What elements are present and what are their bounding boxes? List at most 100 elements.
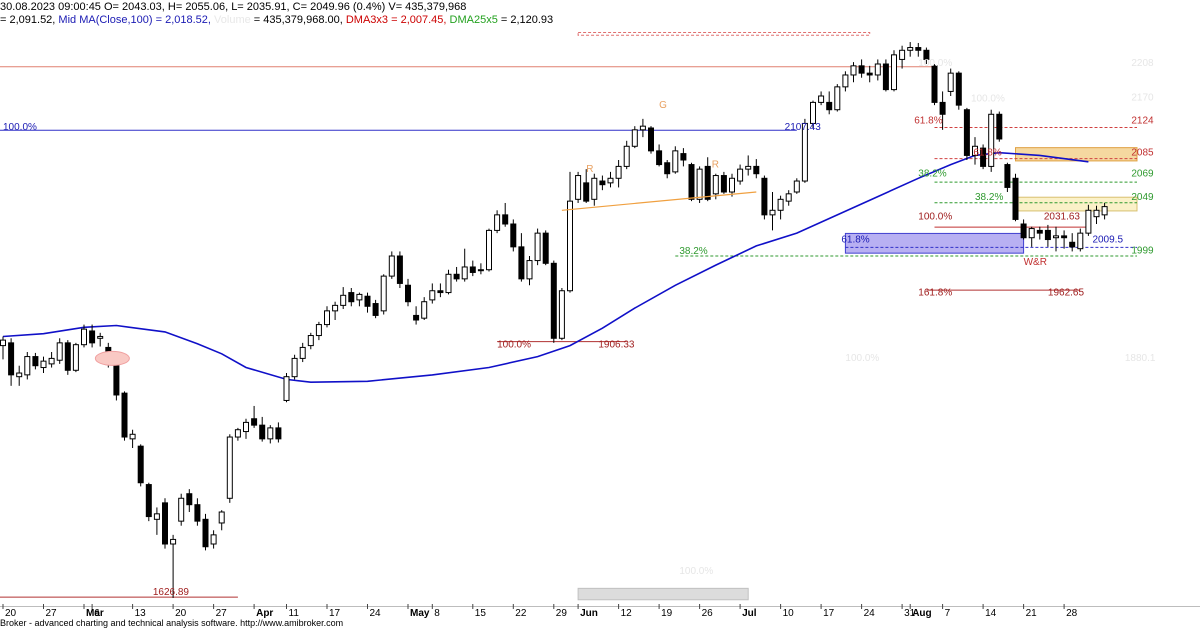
candle-body	[931, 65, 938, 103]
candle-body	[145, 484, 152, 518]
chart-label-22: 1962.65	[1048, 287, 1085, 298]
candle-52	[421, 297, 428, 320]
candle-body	[907, 47, 914, 51]
candle-47	[380, 274, 387, 315]
candle-85	[688, 162, 695, 202]
candle-44	[356, 292, 363, 307]
candle-58	[469, 260, 476, 277]
candle-66	[534, 228, 541, 266]
chart-label-8: 61.8%	[973, 147, 1001, 158]
candle-126	[1020, 219, 1027, 240]
candle-4	[32, 352, 39, 370]
chart-label-7: 2124	[1131, 115, 1154, 126]
candle-body	[153, 513, 160, 520]
chart-label-21: 161.8%	[918, 287, 952, 298]
candle-body	[688, 164, 695, 200]
candle-body	[1004, 164, 1011, 188]
candle-body	[388, 255, 395, 277]
candle-96	[777, 195, 784, 220]
candle-22	[178, 493, 185, 526]
candle-body	[113, 365, 120, 396]
candle-83	[672, 146, 679, 174]
candle-97	[785, 190, 792, 206]
candle-body	[494, 214, 501, 231]
candle-33	[267, 425, 274, 444]
x-tick-label-29: 28	[1066, 608, 1078, 619]
chart-label-1: 2107.43	[785, 122, 822, 133]
candle-body	[453, 273, 460, 280]
candle-body	[291, 357, 298, 378]
candle-77	[623, 140, 630, 170]
candle-50	[405, 278, 411, 307]
candle-body	[469, 266, 476, 273]
candle-68	[550, 260, 557, 343]
candle-111	[899, 45, 906, 69]
candle-104	[842, 71, 849, 92]
indicator-value-prefix: = 2,091.52,	[0, 14, 59, 26]
candle-80	[648, 126, 654, 154]
candle-55	[445, 269, 452, 295]
candle-body	[567, 200, 573, 292]
candle-body	[899, 49, 906, 60]
candle-1	[8, 338, 15, 386]
candle-26	[210, 530, 217, 549]
candle-34	[275, 422, 282, 443]
candle-body	[1044, 229, 1051, 241]
candle-body	[599, 180, 606, 186]
candle-body	[769, 209, 776, 216]
candle-body	[526, 260, 533, 280]
candle-body	[737, 168, 744, 182]
x-tick-label-17: 12	[621, 608, 633, 619]
candle-body	[315, 324, 322, 337]
candle-body	[48, 357, 55, 365]
ohlc-header: 30.08.2023 09:00:45 O= 2043.03, H= 2055.…	[0, 1, 467, 13]
candle-body	[785, 193, 792, 202]
candle-body	[429, 290, 436, 301]
candle-body	[639, 125, 646, 131]
candle-body	[631, 129, 638, 147]
candle-129	[1044, 224, 1051, 247]
x-tick-label-16: Jun	[580, 608, 598, 619]
candle-93	[753, 159, 760, 179]
footer-credit: Broker - advanced charting and technical…	[0, 618, 344, 628]
candle-body	[623, 145, 630, 167]
candle-body	[0, 339, 6, 347]
candle-76	[615, 160, 622, 188]
dma25-value: = 2,120.93	[497, 14, 554, 26]
indicator-header: = 2,091.52, Mid MA(Close,100) = 2,018.52…	[0, 14, 553, 27]
candle-body	[64, 342, 71, 371]
dma25-label: DMA25x5	[449, 14, 498, 26]
candle-body	[891, 54, 897, 91]
x-tick-label-2: Mar	[86, 608, 104, 619]
candle-16	[129, 429, 136, 448]
candle-57	[461, 248, 468, 282]
candle-body	[1061, 235, 1068, 239]
x-tick-label-3: 6	[94, 608, 100, 619]
candle-135	[1093, 205, 1100, 224]
candle-body	[810, 101, 816, 124]
candle-body	[234, 429, 241, 438]
candle-81	[656, 144, 663, 167]
x-tick-label-5: 20	[175, 608, 187, 619]
candle-body	[1012, 177, 1019, 220]
candle-46	[372, 299, 379, 319]
candle-body	[753, 165, 760, 175]
candle-87	[704, 157, 711, 202]
candle-body	[826, 101, 833, 111]
x-tick-label-4: 13	[135, 608, 147, 619]
candle-body	[210, 534, 217, 545]
candle-body	[16, 372, 23, 378]
candle-107	[866, 65, 873, 83]
candle-body	[575, 175, 582, 200]
candle-body	[437, 290, 444, 294]
chart-label-6: 61.8%	[914, 115, 942, 126]
candle-54	[437, 283, 444, 298]
candle-109	[882, 59, 889, 92]
candle-132	[1069, 233, 1076, 252]
candle-116	[939, 91, 946, 130]
chart-label-16: 61.8%	[841, 234, 869, 245]
candle-89	[720, 171, 727, 194]
